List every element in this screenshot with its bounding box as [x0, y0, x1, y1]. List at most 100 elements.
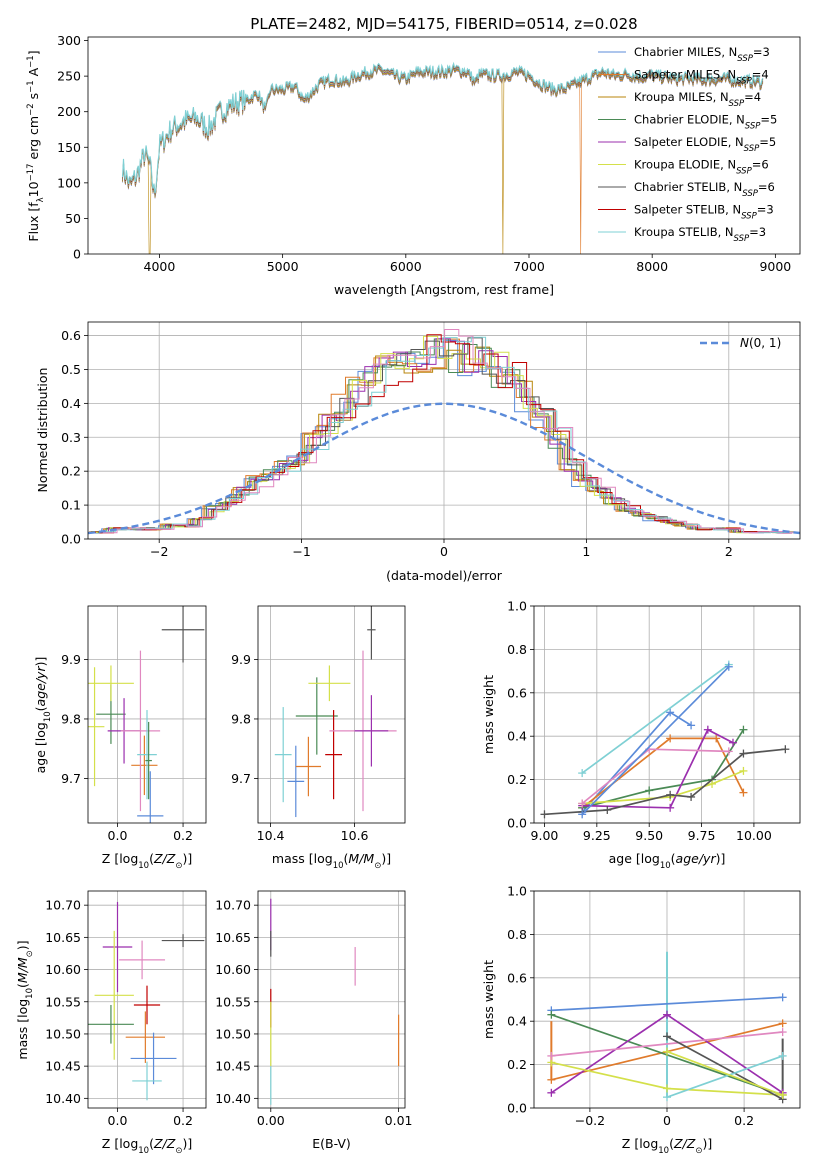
- y-tick-label: 9.9: [231, 652, 251, 667]
- x-tick-label: 7000: [513, 259, 545, 274]
- age-vs-z-axes: 0.0 0.2 9.7 9.8 9.9 Z [log10(Z/Z⊙)] age [log10…: [33, 605, 207, 871]
- mass-weight-line: [544, 748, 786, 816]
- y-tick-label: 300: [57, 33, 81, 48]
- x-axis-label: age [log10(age/yr)]: [609, 851, 726, 871]
- legend-label: Salpeter MILES, NSSP=4: [634, 68, 769, 87]
- y-tick-label: 0.8: [507, 642, 527, 657]
- x-tick-label: 10.4: [257, 828, 285, 843]
- spectrum-axes: 4000 5000 6000 7000 8000 9000 0 50 100 150 200 250 3…: [26, 33, 801, 297]
- y-axis-label: mass weight: [481, 960, 496, 1039]
- plot-area: [540, 660, 790, 819]
- y-tick-label: 0.4: [507, 1014, 527, 1029]
- x-axis-label: E(B-V): [312, 1136, 351, 1151]
- y-tick-label: 0.0: [507, 1101, 527, 1116]
- y-tick-label: 10.60: [215, 962, 251, 977]
- y-tick-label: 0.6: [507, 970, 527, 985]
- age-vs-mass-axes: 10.4 10.6 9.7 9.8 9.9 mass [log10(M/M⊙)]: [231, 605, 406, 871]
- mass-weight-line: [582, 770, 744, 805]
- histogram-step: [102, 329, 800, 534]
- mass-weight-line: [581, 663, 730, 774]
- y-tick-label: 10.55: [215, 994, 251, 1009]
- figure-title: PLATE=2482, MJD=54175, FIBERID=0514, z=0…: [250, 15, 637, 33]
- plot-area: [274, 606, 397, 818]
- y-tick-label: 9.8: [231, 711, 251, 726]
- y-tick-label: 0.4: [61, 396, 81, 411]
- x-axis-label: mass [log10(M/M⊙)]: [272, 851, 391, 871]
- x-tick-label: −1: [292, 544, 310, 559]
- x-axis-label: Z [log10(Z/Z⊙)]: [102, 851, 192, 871]
- y-tick-label: 0.2: [61, 464, 81, 479]
- legend-label: Kroupa ELODIE, NSSP=6: [634, 158, 769, 177]
- y-tick-label: 10.45: [215, 1059, 251, 1074]
- legend-label: Kroupa MILES, NSSP=4: [634, 90, 761, 109]
- x-tick-label: 4000: [144, 259, 176, 274]
- x-tick-label: 10.00: [736, 828, 772, 843]
- y-axis-label: Flux [fλ10−17 erg cm−2 s−1 A−1]: [26, 50, 46, 241]
- x-axis-label: (data-model)/error: [386, 568, 503, 583]
- x-tick-label: 0.0: [108, 828, 128, 843]
- y-tick-label: 10.50: [215, 1026, 251, 1041]
- y-axis-label: Normed distribution: [35, 368, 50, 493]
- y-tick-label: 10.70: [215, 898, 251, 913]
- x-tick-label: 0: [663, 1113, 671, 1128]
- x-tick-label: −2: [150, 544, 168, 559]
- axes-frame: [257, 890, 406, 1109]
- legend-label: Salpeter STELIB, NSSP=3: [634, 203, 774, 222]
- x-tick-label: 9000: [759, 259, 791, 274]
- y-tick-label: 0.2: [507, 772, 527, 787]
- x-tick-label: 0: [440, 544, 448, 559]
- y-tick-label: 0.8: [507, 927, 527, 942]
- y-tick-label: 10.70: [45, 898, 81, 913]
- spectrum-line: [122, 63, 764, 195]
- histogram-step: [101, 336, 799, 534]
- x-tick-label: 0.2: [173, 828, 193, 843]
- mass-weight-line: [551, 1031, 783, 1057]
- y-axis-label: age [log10(age/yr)]: [33, 657, 53, 774]
- x-tick-label: 0.01: [385, 1113, 413, 1128]
- y-tick-label: 0.0: [61, 532, 81, 547]
- age-weight-axes: 9.00 9.25 9.50 9.75 10.00 0.0 0.2 0.4 0.6 0.8 1.0 a…: [481, 599, 801, 871]
- spectrum-line: [122, 65, 764, 196]
- y-tick-label: 0.4: [507, 729, 527, 744]
- axes-frame: [87, 605, 207, 824]
- y-tick-label: 10.55: [45, 994, 81, 1009]
- mass-weight-line: [666, 1050, 783, 1096]
- y-tick-label: 1.0: [507, 884, 527, 899]
- y-tick-label: 150: [57, 140, 81, 155]
- y-tick-label: 10.40: [45, 1091, 81, 1106]
- y-tick-label: 9.9: [61, 652, 81, 667]
- y-tick-label: 10.45: [45, 1059, 81, 1074]
- mass-weight-line: [581, 666, 730, 815]
- x-axis-label: Z [log10(Z/Z⊙)]: [102, 1136, 192, 1156]
- y-tick-label: 10.65: [215, 930, 251, 945]
- plot-area: [88, 329, 800, 535]
- x-tick-label: 1: [582, 544, 590, 559]
- x-tick-label: 6000: [390, 259, 422, 274]
- y-axis-label: mass weight: [481, 675, 496, 754]
- axes-frame: [533, 605, 801, 824]
- y-tick-label: 0.2: [507, 1057, 527, 1072]
- x-tick-label: −0.2: [575, 1113, 605, 1128]
- spectrum-legend: Chabrier MILES, NSSP=3 Salpeter MILES, NS…: [598, 45, 777, 244]
- histogram-axes: −2 −1 0 1 2 0.0 0.1 0.2 0.3 0.4 0.5 0.6 N(0, 1) (data…: [35, 321, 801, 583]
- plot-area: [88, 901, 205, 1101]
- legend-label: Kroupa STELIB, NSSP=3: [634, 225, 766, 244]
- x-tick-label: 0.2: [734, 1113, 754, 1128]
- mass-weight-line: [551, 996, 783, 1012]
- x-tick-label: 9.25: [583, 828, 611, 843]
- panels: 4000 5000 6000 7000 8000 90000501001502002503…: [15, 33, 801, 1156]
- gaussian-curve: [88, 402, 800, 535]
- y-tick-label: 10.50: [45, 1026, 81, 1041]
- axes-frame: [257, 605, 406, 824]
- y-tick-label: 0.5: [61, 362, 81, 377]
- axes-frame: [87, 36, 801, 255]
- y-tick-label: 0.3: [61, 430, 81, 445]
- y-tick-label: 0.0: [507, 816, 527, 831]
- x-tick-label: 0.0: [108, 1113, 128, 1128]
- y-tick-label: 200: [57, 104, 81, 119]
- axes-frame: [87, 890, 207, 1109]
- y-tick-label: 9.8: [61, 711, 81, 726]
- x-tick-label: 0.00: [257, 1113, 285, 1128]
- mass-vs-z-axes: 0.0 0.2 10.40 10.45 10.50 10.55 10.60 10.65 10.7…: [15, 890, 207, 1156]
